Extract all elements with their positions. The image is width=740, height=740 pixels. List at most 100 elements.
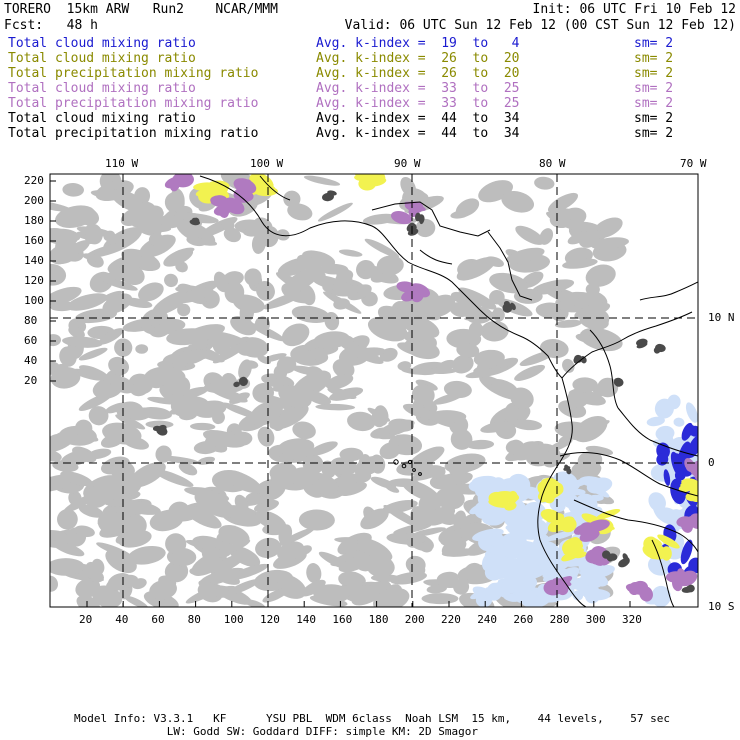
- gray-cloud: [107, 573, 131, 590]
- legend-field: Total cloud mixing ratio: [8, 36, 196, 51]
- gray-cloud: [324, 311, 340, 331]
- light-blue-cloud: [685, 402, 698, 423]
- gray-cloud: [298, 509, 335, 531]
- gray-cloud: [50, 575, 59, 592]
- purple-cloud: [691, 517, 698, 529]
- light-blue-cloud: [549, 498, 566, 512]
- dark-cloud-core: [580, 356, 587, 364]
- gray-cloud: [123, 595, 148, 607]
- gray-cloud: [466, 439, 495, 450]
- gray-cloud: [178, 462, 198, 476]
- gray-cloud: [281, 323, 310, 347]
- gray-cloud: [98, 328, 124, 345]
- light-blue-cloud: [481, 552, 497, 572]
- gray-cloud: [212, 341, 249, 364]
- gray-cloud: [456, 342, 480, 358]
- gray-cloud: [515, 225, 545, 245]
- gray-cloud: [388, 478, 419, 488]
- gray-cloud: [115, 414, 146, 430]
- gray-cloud: [421, 593, 459, 605]
- gray-cloud: [283, 190, 301, 208]
- dark-cloud-core: [573, 357, 579, 364]
- gray-cloud: [575, 333, 598, 344]
- gray-cloud: [138, 282, 164, 302]
- gray-cloud: [592, 217, 623, 239]
- yellow-cloud: [371, 174, 386, 185]
- dark-cloud-core: [233, 381, 240, 388]
- gray-cloud: [257, 426, 275, 447]
- x-tick-label: 240: [477, 613, 498, 626]
- x-tick-label: 60: [151, 613, 165, 626]
- gray-cloud: [147, 396, 179, 405]
- light-blue-cloud: [503, 576, 524, 588]
- gray-cloud: [358, 454, 372, 476]
- x-tick-label: 260: [513, 613, 534, 626]
- gray-cloud: [50, 428, 79, 453]
- gray-cloud: [305, 366, 325, 382]
- gray-cloud: [379, 442, 401, 460]
- legend-field: Total cloud mixing ratio: [8, 51, 196, 66]
- gray-cloud: [473, 349, 505, 367]
- gray-cloud: [383, 505, 422, 528]
- gray-cloud: [276, 356, 297, 374]
- gray-cloud: [357, 538, 393, 562]
- gray-cloud: [252, 382, 274, 403]
- gray-cloud: [186, 236, 206, 247]
- x-tick-label: 160: [332, 613, 353, 626]
- purple-cloud: [210, 195, 227, 205]
- gray-cloud: [313, 279, 351, 293]
- y-tick-label: 60: [24, 334, 38, 347]
- init-time: Init: 06 UTC Fri 10 Feb 12: [532, 2, 737, 17]
- gray-cloud: [127, 545, 166, 565]
- gray-cloud: [85, 243, 128, 259]
- valid-time: Valid: 06 UTC Sun 12 Feb 12 (00 CST Sun …: [344, 18, 736, 33]
- gray-cloud: [50, 530, 68, 541]
- gray-cloud: [567, 231, 591, 245]
- dark-cloud-core: [189, 219, 201, 226]
- x-tick-label: 40: [115, 613, 129, 626]
- gray-cloud: [68, 326, 85, 339]
- light-blue-cloud: [523, 501, 546, 522]
- gray-cloud: [536, 452, 571, 466]
- yellow-cloud: [206, 186, 228, 196]
- gray-cloud: [425, 505, 456, 526]
- light-blue-cloud: [503, 512, 534, 533]
- gray-cloud: [264, 573, 300, 586]
- gray-cloud: [149, 579, 177, 600]
- gray-cloud: [317, 202, 353, 222]
- gray-cloud: [278, 524, 293, 545]
- light-blue-cloud: [584, 586, 601, 604]
- gray-cloud: [110, 461, 135, 481]
- light-blue-cloud: [486, 582, 503, 601]
- x-tick-label: 320: [622, 613, 642, 626]
- light-blue-cloud: [588, 494, 604, 502]
- gray-cloud: [417, 408, 455, 428]
- gray-cloud: [443, 380, 472, 399]
- yellow-cloud: [657, 534, 680, 549]
- gray-cloud: [572, 377, 598, 393]
- gray-cloud: [291, 305, 330, 324]
- gray-cloud: [226, 579, 260, 595]
- gray-cloud: [277, 541, 305, 561]
- gray-cloud: [60, 471, 93, 487]
- gray-cloud: [229, 545, 261, 567]
- gray-cloud: [50, 450, 62, 462]
- yellow-cloud: [488, 498, 510, 508]
- gray-cloud: [374, 433, 396, 440]
- yellow-cloud: [573, 551, 587, 559]
- gray-cloud: [131, 578, 147, 590]
- light-blue-cloud: [505, 535, 526, 555]
- gray-cloud: [61, 450, 92, 467]
- dark-cloud-core: [417, 214, 425, 223]
- legend-smoothing: sm= 2: [634, 96, 674, 111]
- gray-cloud: [118, 529, 152, 548]
- gray-cloud: [223, 227, 242, 243]
- gray-cloud: [177, 303, 191, 317]
- y-tick-label: 220: [24, 174, 44, 187]
- light-blue-cloud: [469, 501, 492, 515]
- gray-cloud: [184, 505, 222, 529]
- purple-cloud: [170, 183, 180, 191]
- yellow-cloud: [560, 516, 575, 526]
- gray-cloud: [153, 469, 194, 487]
- blue-cloud: [687, 434, 698, 458]
